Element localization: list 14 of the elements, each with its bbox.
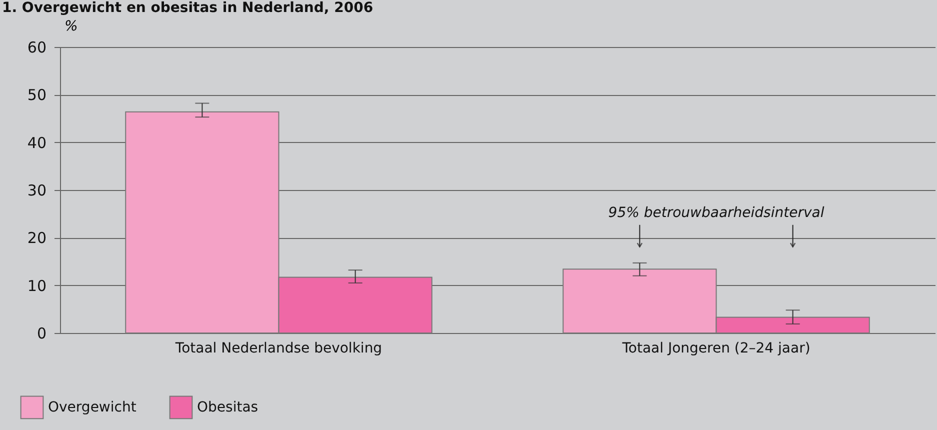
x-tick-label: Totaal Nederlandse bevolking: [174, 340, 382, 356]
y-axis-title: %: [64, 18, 78, 34]
y-tick-label: 60: [27, 38, 46, 56]
legend-label: Overgewicht: [48, 399, 137, 416]
y-tick-label: 20: [27, 229, 46, 248]
annotation: 95% betrouwbaarheidsinterval: [608, 204, 824, 221]
chart-title: 1. Overgewicht en obesitas in Nederland, 2006: [2, 0, 374, 16]
y-tick-label: 0: [36, 324, 46, 342]
legend-label: Obesitas: [197, 399, 258, 416]
y-tick-label: 30: [27, 182, 46, 200]
y-tick-label: 10: [27, 276, 46, 295]
y-tick-label: 50: [27, 86, 46, 104]
x-tick-label: Totaal Jongeren (2–24 jaar): [621, 340, 810, 356]
y-tick-label: 40: [27, 134, 46, 152]
